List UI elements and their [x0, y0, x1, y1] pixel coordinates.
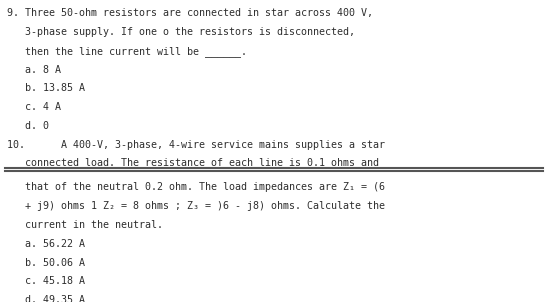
Text: then the line current will be ______.: then the line current will be ______. — [7, 46, 247, 57]
Text: b. 50.06 A: b. 50.06 A — [7, 258, 84, 268]
Text: that of the neutral 0.2 ohm. The load impedances are Z₁ = (6: that of the neutral 0.2 ohm. The load im… — [7, 182, 385, 192]
Text: current in the neutral.: current in the neutral. — [7, 220, 163, 230]
Text: + j9) ohms 1 Z₂ = 8 ohms ; Z₃ = )6 - j8) ohms. Calculate the: + j9) ohms 1 Z₂ = 8 ohms ; Z₃ = )6 - j8)… — [7, 201, 385, 211]
Text: 10.      A 400-V, 3-phase, 4-wire service mains supplies a star: 10. A 400-V, 3-phase, 4-wire service mai… — [7, 140, 385, 149]
Text: 3-phase supply. If one o the resistors is disconnected,: 3-phase supply. If one o the resistors i… — [7, 27, 355, 37]
Text: c. 4 A: c. 4 A — [7, 102, 61, 112]
Text: c. 45.18 A: c. 45.18 A — [7, 276, 84, 286]
Text: b. 13.85 A: b. 13.85 A — [7, 83, 84, 93]
Text: 9. Three 50-ohm resistors are connected in star across 400 V,: 9. Three 50-ohm resistors are connected … — [7, 8, 373, 18]
Text: a. 56.22 A: a. 56.22 A — [7, 239, 84, 249]
Text: d. 0: d. 0 — [7, 121, 49, 131]
Text: a. 8 A: a. 8 A — [7, 65, 61, 75]
Text: connected load. The resistance of each line is 0.1 ohms and: connected load. The resistance of each l… — [7, 158, 379, 168]
Text: d. 49.35 A: d. 49.35 A — [7, 295, 84, 302]
